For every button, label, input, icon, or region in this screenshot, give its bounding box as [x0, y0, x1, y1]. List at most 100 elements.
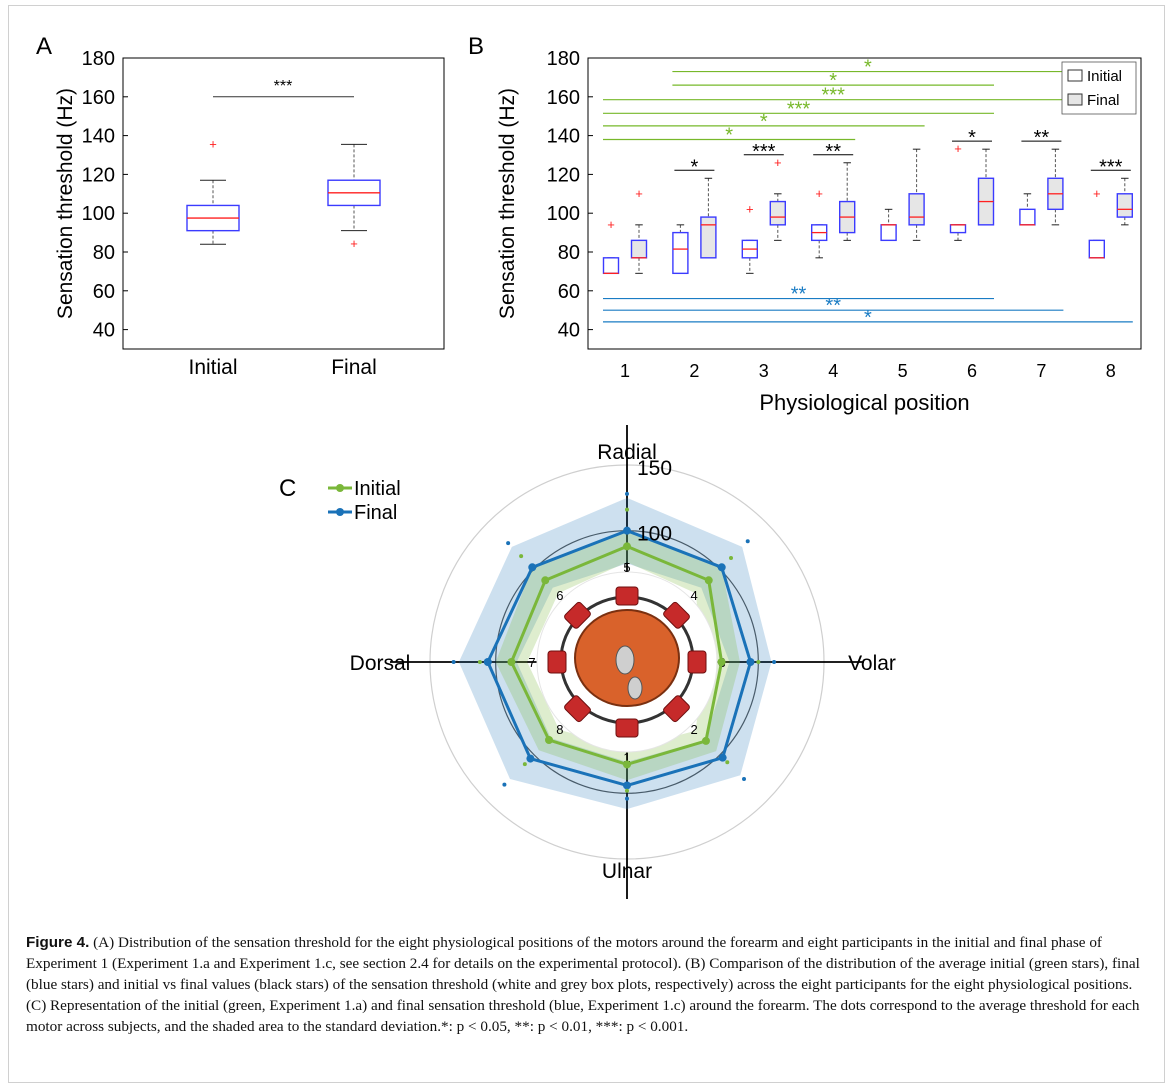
panel-b-blue-significance-label: **	[791, 284, 807, 306]
illustration-motor	[663, 695, 690, 723]
illustration-motor	[564, 695, 591, 723]
panel-b-label: B	[468, 33, 484, 60]
panel-c-final-point	[623, 526, 631, 535]
panel-b-legend-swatch	[1067, 93, 1083, 106]
figure-caption: Figure 4. (A) Distribution of the sensat…	[26, 932, 1148, 1037]
panel-b-ytick-label: 40	[558, 320, 580, 342]
panel-b-xtick-label: 2	[689, 361, 699, 381]
panel-b-final-8-box	[1116, 193, 1134, 218]
panel-c-direction-dorsal: Dorsal	[350, 652, 411, 675]
panel-c-motor-label: 6	[556, 588, 563, 603]
panel-b-initial-7-box	[1019, 208, 1036, 226]
panel-b-initial-4-outlier: +	[815, 186, 823, 201]
panel-c-final-subject-dot	[742, 777, 747, 782]
panel-c-legend-marker	[336, 508, 344, 516]
panel-c-initial-point	[507, 658, 516, 666]
illustration-motor	[615, 586, 639, 606]
panel-b-legend: Initial Final	[1061, 61, 1137, 115]
panel-b-initial-2-box	[672, 231, 689, 275]
panel-b: B 40 60 80 100 120 140 160 180 Sensation threshol…	[468, 33, 1142, 415]
panel-c-final-sd-band	[458, 497, 772, 810]
panel-c-direction-volar: Volar	[848, 652, 896, 675]
panel-a-ytick-label: 60	[93, 281, 115, 303]
panel-c-final-subject-dot	[745, 539, 750, 544]
panel-c-initial-point	[544, 736, 553, 745]
panel-b-blue-significance-label: *	[864, 307, 872, 329]
panel-c-initial-subject-dot	[729, 555, 734, 560]
panel-b-initial-5-box	[880, 224, 897, 242]
panel-a-significance-label: ***	[274, 78, 293, 95]
panel-c-initial-subject-dot	[522, 762, 527, 767]
figure-frame	[8, 5, 1165, 1083]
panel-b-ytick-label: 80	[558, 242, 580, 264]
panel-b-xtick-label: 4	[828, 361, 838, 381]
panel-b-green-significance-label: *	[725, 124, 733, 146]
panel-c-legend-entry: Initial	[354, 478, 401, 500]
panel-b-ylabel: Sensation threshold (Hz)	[496, 88, 519, 319]
panel-b-green-significance-label: ***	[822, 85, 846, 107]
illustration-motor	[564, 601, 591, 629]
panel-b-green-significance-label: *	[864, 57, 872, 79]
panel-c-initial-subject-dot	[625, 788, 629, 793]
panel-a-ytick-label: 160	[82, 87, 115, 109]
panel-b-pair-significance-label: ***	[752, 141, 776, 163]
panel-b-final-3-outlier: +	[774, 155, 782, 170]
panel-a-ytick-label: 140	[82, 126, 115, 148]
panel-c-final-point	[717, 563, 726, 572]
panel-a-ytick-label: 80	[93, 242, 115, 264]
panel-b-blue-significance-label: **	[825, 295, 841, 317]
panel-c-motor-label: 5	[623, 560, 630, 575]
panel-a-ytick-label: 120	[82, 164, 115, 186]
panel-c-motor-label: 4	[691, 588, 698, 603]
panel-b-final-1-outlier: +	[635, 186, 643, 201]
panel-b-pair-significance-label: **	[1034, 127, 1050, 149]
panel-b-initial-8-outlier: +	[1093, 186, 1101, 201]
panel-b-final-2-box	[700, 216, 717, 259]
panel-b-xtick-label: 7	[1036, 361, 1046, 381]
panel-c-radial-tick-label: 150	[637, 457, 672, 480]
panel-a-axes-box	[122, 57, 445, 350]
panel-c-final-point	[718, 753, 727, 762]
panel-c-motor-label: 2	[691, 722, 698, 737]
panel-c-direction-ulnar: Ulnar	[602, 860, 652, 883]
panel-a-ytick-label: 180	[82, 48, 115, 70]
panel-b-ytick-label: 120	[547, 164, 580, 186]
panel-c-final-point	[483, 658, 492, 666]
panel-a-final-outlier: +	[350, 236, 358, 251]
panel-a-ytick-label: 100	[82, 203, 115, 225]
panel-a-ytick-label: 40	[93, 320, 115, 342]
panel-b-pair-significance-label: *	[968, 127, 976, 149]
panel-b-ytick-label: 180	[547, 48, 580, 70]
panel-b-final-3-box	[769, 200, 786, 226]
panel-c-initial-subject-dot	[519, 554, 524, 559]
panel-b-green-significance-label: *	[829, 70, 837, 92]
panel-c-label: C	[279, 475, 296, 502]
panel-c: C54321876100150RadialVolarUlnarDorsalIni…	[279, 425, 896, 899]
panel-b-pair-significance-label: ***	[1099, 156, 1123, 178]
illustration-motor	[687, 650, 707, 674]
panel-c-initial-subject-dot	[477, 660, 482, 664]
panel-b-initial-8-box	[1088, 239, 1106, 259]
illustration-bone-radius	[627, 676, 643, 700]
panel-c-final-point	[623, 781, 631, 790]
panel-c-final-point	[528, 563, 537, 572]
panel-b-ytick-label: 60	[558, 281, 580, 303]
panel-c-final-point	[746, 658, 755, 666]
panel-c-final-subject-dot	[772, 660, 777, 664]
panel-c-final-subject-dot	[506, 541, 511, 546]
panel-b-axes-box	[587, 57, 1142, 350]
panel-c-final-subject-dot	[451, 660, 456, 664]
caption-label: Figure 4.	[26, 934, 90, 951]
panel-b-ytick-label: 160	[547, 87, 580, 109]
panel-b-xtick-label: 6	[967, 361, 977, 381]
caption-text: (A) Distribution of the sensation thresh…	[26, 934, 1140, 1035]
panel-c-radial-tick-label: 100	[637, 523, 672, 546]
panel-b-legend-swatch	[1067, 69, 1083, 82]
panel-a-ylabel: Sensation threshold (Hz)	[54, 88, 77, 319]
panel-b-xtick-label: 1	[620, 361, 630, 381]
panel-b-green-significance-label: *	[760, 111, 768, 133]
panel-a-xtick-label: Final	[331, 356, 377, 379]
